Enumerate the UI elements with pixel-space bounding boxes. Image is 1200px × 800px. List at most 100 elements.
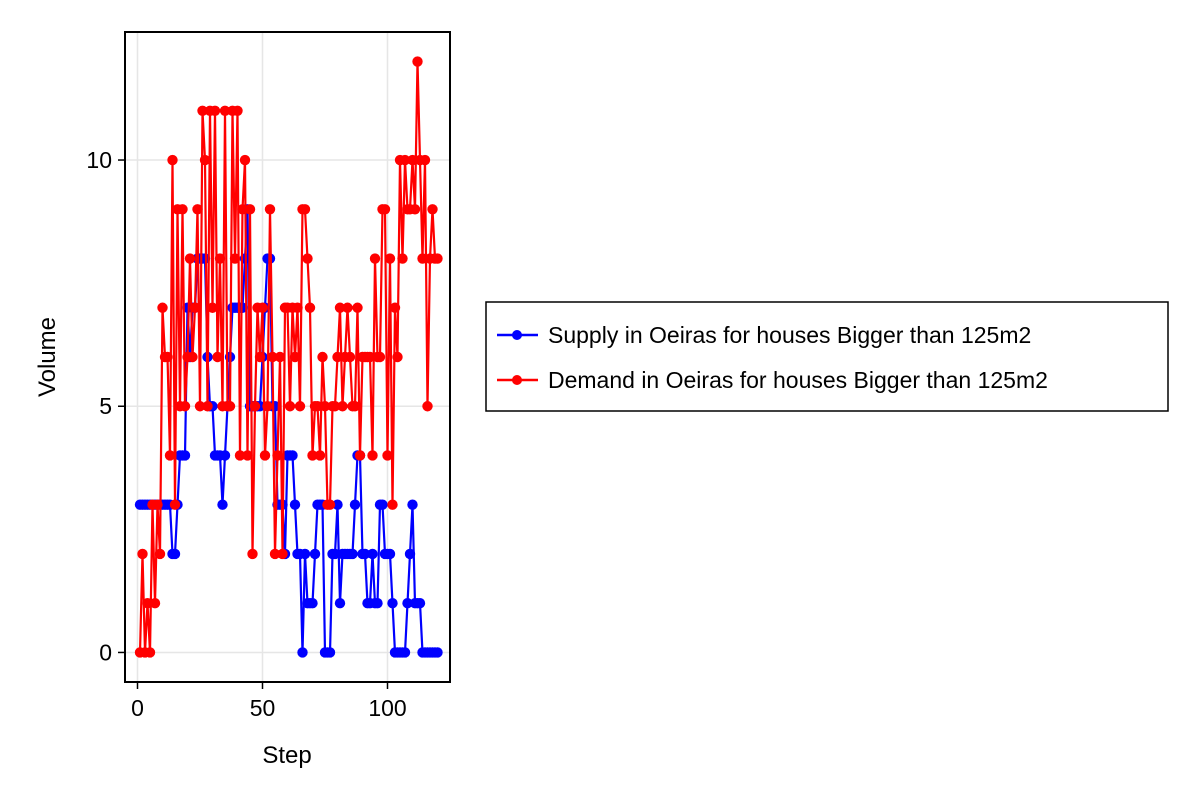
series-supply-point <box>297 647 308 658</box>
series-demand-point <box>317 351 328 363</box>
series-demand-point <box>427 204 438 215</box>
series-demand-point <box>369 253 381 264</box>
series-supply-point <box>414 598 426 609</box>
series-supply-point <box>367 548 378 560</box>
series-supply-point <box>402 598 413 609</box>
series-demand-point <box>387 499 398 510</box>
tick-layer: 0 50 100 0 5 10 <box>86 147 406 721</box>
series-demand-point <box>239 154 251 166</box>
legend-box <box>485 301 1169 412</box>
series-demand-point <box>319 401 331 412</box>
series-supply-point <box>432 647 443 658</box>
series-demand-point <box>199 154 211 166</box>
y-tick-label-0: 0 <box>99 639 112 665</box>
series-demand-point <box>184 253 196 264</box>
legend-demand-marker <box>512 375 522 385</box>
series-demand-point <box>329 401 341 412</box>
series-demand-point <box>257 302 268 313</box>
series-demand-point <box>294 401 306 412</box>
series-supply-point <box>372 598 383 609</box>
series-demand-point <box>292 302 303 313</box>
series-supply-point <box>384 548 396 560</box>
series-demand-point <box>392 351 403 363</box>
series-demand-point <box>299 204 311 215</box>
series-demand-point <box>197 105 208 116</box>
series-demand-point <box>229 253 241 264</box>
series-supply-point <box>169 548 181 560</box>
y-axis-label: Volume <box>34 317 61 397</box>
series-demand-point <box>142 598 153 609</box>
series-demand-point <box>264 204 276 215</box>
series-supply-point <box>307 598 318 609</box>
series-demand-point <box>154 548 166 560</box>
series-demand-point <box>157 302 168 313</box>
series-demand-point <box>367 450 378 461</box>
series-demand-point <box>384 253 396 264</box>
series-demand-point <box>419 154 431 166</box>
series-demand-point <box>262 401 273 412</box>
series-demand-point <box>314 450 326 461</box>
legend: Supply in Oeiras for houses Bigger than … <box>485 301 1169 412</box>
series-demand-point <box>272 450 283 461</box>
series-supply-point <box>309 548 321 560</box>
series-demand-point <box>224 401 236 412</box>
series-demand <box>134 56 443 658</box>
series-demand-point <box>289 351 301 363</box>
x-axis-label: Step <box>262 742 311 769</box>
series-demand-point <box>432 253 443 264</box>
series-demand-point <box>244 204 256 215</box>
series-demand-point <box>152 499 163 510</box>
series-demand-point <box>267 351 278 363</box>
series-demand-point <box>162 351 173 363</box>
series-demand-point <box>137 548 148 560</box>
y-tick-label-2: 10 <box>86 147 112 173</box>
series-demand-point <box>237 204 248 215</box>
series-layer <box>134 56 443 658</box>
x-tick-label-0: 0 <box>131 695 144 721</box>
series-supply-point <box>329 548 341 560</box>
series-supply-point <box>377 499 388 510</box>
series-supply-point <box>299 548 311 560</box>
series-demand-point <box>379 204 391 215</box>
series-supply-point <box>399 647 411 658</box>
series-demand-point <box>179 401 191 412</box>
x-tick-label-1: 50 <box>250 695 276 721</box>
series-demand-point <box>389 302 401 313</box>
series-demand-point <box>407 154 418 166</box>
series-demand-line <box>138 60 439 654</box>
series-demand-point <box>202 401 213 412</box>
series-demand-point <box>249 401 261 412</box>
series-demand-point <box>234 450 246 461</box>
series-demand-point <box>192 204 203 215</box>
series-demand-point <box>212 351 223 363</box>
y-tick-label-1: 5 <box>99 393 112 419</box>
series-demand-point <box>194 401 206 412</box>
series-demand-point <box>302 253 313 264</box>
series-demand-point <box>399 154 411 166</box>
series-demand-point <box>334 302 346 313</box>
series-supply-point <box>324 647 336 658</box>
series-supply-point <box>387 598 398 609</box>
series-demand-point <box>247 548 258 560</box>
x-tick-label-2: 100 <box>368 695 406 721</box>
series-supply-point <box>332 499 343 510</box>
series-demand-point <box>349 401 361 412</box>
series-demand-point <box>344 351 356 363</box>
series-demand-point <box>374 351 386 363</box>
series-demand-point <box>277 548 288 560</box>
series-supply-point <box>359 548 371 560</box>
series-demand-point <box>189 302 201 313</box>
legend-supply-label: Supply in Oeiras for houses Bigger than … <box>548 322 1031 348</box>
series-demand-point <box>342 302 353 313</box>
series-demand-point <box>232 105 243 116</box>
series-demand-point <box>354 450 366 461</box>
series-demand-point <box>422 401 433 412</box>
legend-demand-label: Demand in Oeiras for houses Bigger than … <box>548 367 1048 393</box>
series-supply-point <box>179 450 191 461</box>
legend-supply-marker <box>512 330 522 340</box>
series-demand-point <box>304 302 316 313</box>
series-demand-point <box>187 351 198 363</box>
series-supply-point <box>287 450 298 461</box>
